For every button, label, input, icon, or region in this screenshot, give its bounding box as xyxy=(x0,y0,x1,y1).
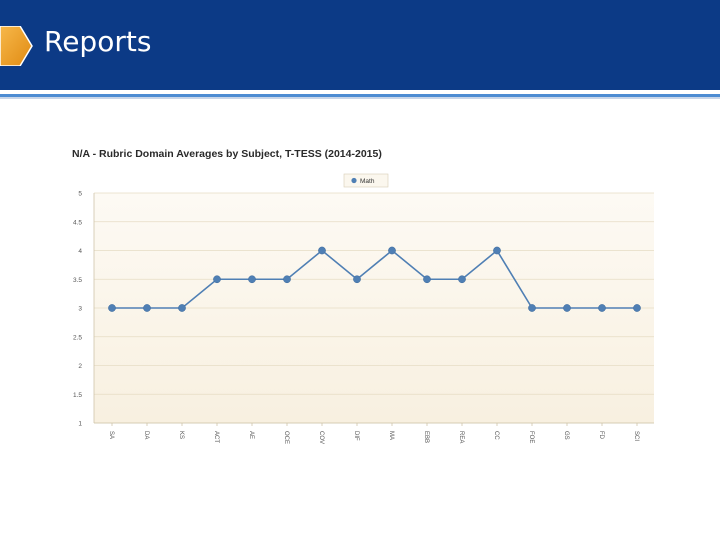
data-point xyxy=(283,275,291,284)
chart-container: N/A - Rubric Domain Averages by Subject,… xyxy=(60,140,670,450)
x-tick-label: GS xyxy=(563,431,569,440)
y-tick-label: 1.5 xyxy=(73,392,82,399)
x-tick-label: DA xyxy=(143,431,149,439)
data-point xyxy=(248,275,256,284)
x-tick-label: CC xyxy=(493,431,499,440)
x-tick-label: MA xyxy=(388,431,394,440)
line-chart: 1 1.5 2 2.5 3 3.5 4 4.5 5 SA DA KS ACT AE OCE COV DIF MA… xyxy=(73,173,654,444)
x-tick-label: DIF xyxy=(353,431,359,441)
data-point xyxy=(388,246,396,255)
y-tick-label: 2 xyxy=(78,363,82,370)
y-tick-label: 2.5 xyxy=(73,334,82,341)
y-tick-label: 3 xyxy=(78,306,82,313)
legend-marker xyxy=(351,177,357,184)
header-divider-gray xyxy=(0,97,720,99)
series-line xyxy=(112,249,637,309)
header-bar: Reports xyxy=(0,0,720,90)
y-tick-label: 1 xyxy=(78,421,82,428)
x-tick-label: COV xyxy=(318,431,324,444)
data-point xyxy=(598,304,606,312)
y-tick-label: 3.5 xyxy=(73,277,82,284)
data-point xyxy=(143,304,151,312)
data-point xyxy=(213,275,221,284)
data-point xyxy=(318,246,326,255)
y-tick-label: 5 xyxy=(78,191,82,198)
x-tick-label: OCE xyxy=(283,431,289,444)
data-point xyxy=(458,275,466,284)
data-point xyxy=(493,246,501,255)
x-tick-label: FD xyxy=(598,431,604,440)
header-divider-white xyxy=(0,90,720,94)
header-tab-icon xyxy=(0,26,33,66)
legend-label: Math xyxy=(360,178,375,185)
data-point xyxy=(353,275,361,284)
data-point xyxy=(633,304,641,312)
x-tick-label: SA xyxy=(108,431,114,439)
x-tick-label: EBB xyxy=(423,431,429,443)
x-tick-label: SCI xyxy=(633,431,639,441)
x-tick-label: ACT xyxy=(213,431,219,443)
chart-title: N/A - Rubric Domain Averages by Subject,… xyxy=(72,148,382,160)
y-tick-label: 4 xyxy=(78,248,82,255)
x-tick-label: AE xyxy=(248,431,254,439)
data-point xyxy=(108,304,116,312)
data-point xyxy=(423,275,431,284)
data-point xyxy=(178,304,186,312)
x-tick-label: FOE xyxy=(528,431,534,443)
x-tick-label: REA xyxy=(458,431,464,443)
data-point xyxy=(563,304,571,312)
header-divider-blue xyxy=(0,94,720,97)
legend-box xyxy=(343,173,389,188)
y-tick-label: 4.5 xyxy=(73,219,82,226)
page-title: Reports xyxy=(44,25,152,58)
data-point xyxy=(528,304,536,312)
x-tick-label: KS xyxy=(178,431,184,439)
